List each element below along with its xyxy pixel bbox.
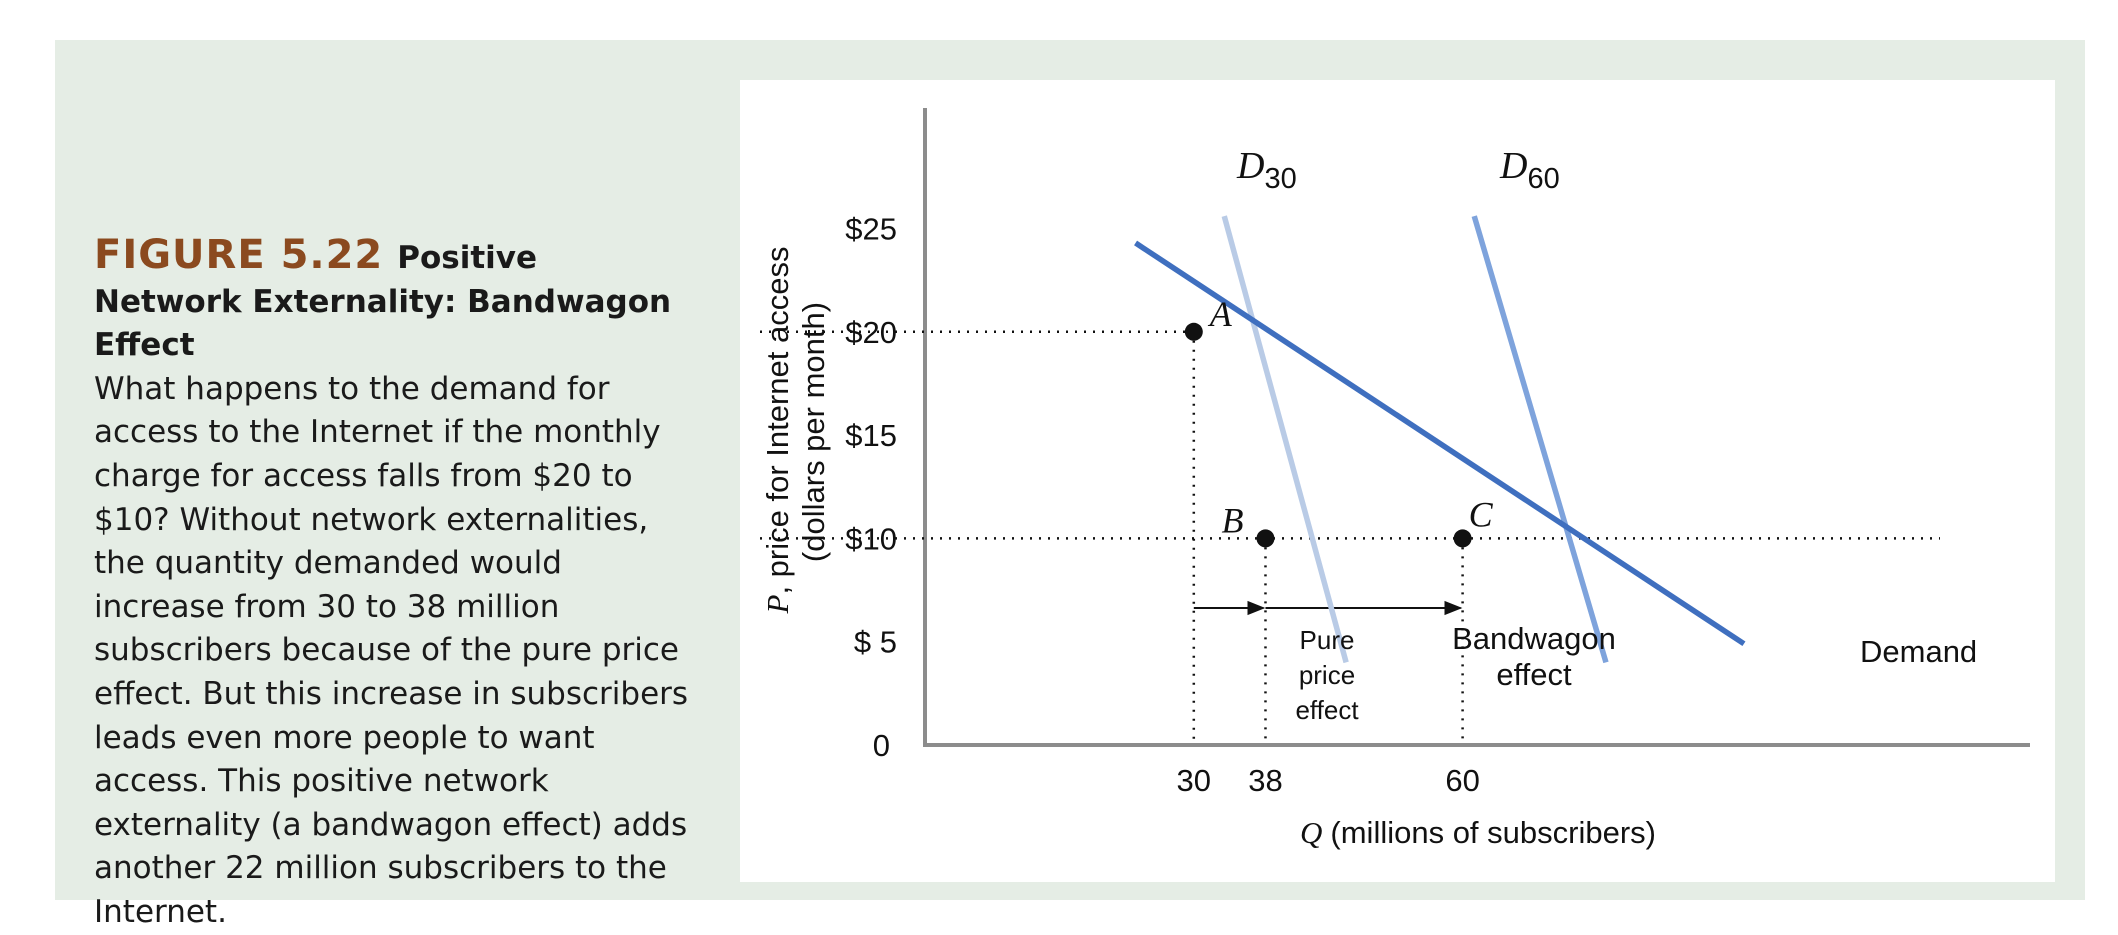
demand-label: Demand xyxy=(1860,634,1977,669)
x-axis-title-text: (millions of subscribers) xyxy=(1330,815,1656,850)
d30-label: D30 xyxy=(1236,145,1297,195)
curve-layer xyxy=(1134,215,1746,664)
y-axis-title-line1: , price for Internet access xyxy=(760,247,795,595)
y-tick-label: $20 xyxy=(845,315,897,350)
chart-area: P, price for Internet access (dollars pe… xyxy=(740,80,2055,882)
d60-label: D60 xyxy=(1499,145,1560,195)
x-tick-label: 30 xyxy=(1177,763,1211,798)
d30-curve xyxy=(1221,215,1349,664)
figure-body: What happens to the demand for access to… xyxy=(94,370,689,930)
bandwagon-effect-line1: Bandwagon xyxy=(1452,621,1616,656)
x-tick-label: 60 xyxy=(1445,763,1479,798)
point-c xyxy=(1453,529,1472,548)
x-axis-title: Q (millions of subscribers) xyxy=(1300,815,1656,850)
pure-price-effect-line3: effect xyxy=(1295,695,1359,725)
tick-layer: $25 $20 $15 $10 $ 5 0 30 38 60 xyxy=(845,212,1480,799)
point-label-b: B xyxy=(1221,500,1243,540)
y-tick-label: $25 xyxy=(845,212,897,247)
figure-number: FIGURE 5.22 xyxy=(94,232,384,278)
point-a xyxy=(1184,322,1203,341)
y-axis-title: P, price for Internet access xyxy=(760,247,795,615)
y-axis-symbol: P xyxy=(760,594,795,614)
guide-lines xyxy=(760,330,1940,745)
pure-price-effect-line1: Pure xyxy=(1300,625,1355,655)
point-label-a: A xyxy=(1208,294,1233,334)
y-tick-label: $ 5 xyxy=(854,625,897,660)
point-b xyxy=(1256,529,1275,548)
bandwagon-effect-line2: effect xyxy=(1496,657,1572,692)
demand-curve xyxy=(1134,240,1746,647)
pure-price-effect-line2: price xyxy=(1299,660,1355,690)
y-axis-subtitle: (dollars per month) xyxy=(796,302,831,562)
x-axis-symbol: Q xyxy=(1300,815,1322,850)
chart-svg: P, price for Internet access (dollars pe… xyxy=(760,108,2030,850)
point-layer: A B C xyxy=(1184,294,1494,548)
figure-caption: FIGURE 5.22 Positive Network Externality:… xyxy=(94,232,694,935)
y-tick-label: 0 xyxy=(873,728,890,763)
y-axis-title-line2: (dollars per month) xyxy=(796,302,831,562)
y-tick-label: $15 xyxy=(845,418,897,453)
y-tick-label: $10 xyxy=(845,521,897,556)
d60-curve xyxy=(1471,215,1609,664)
figure-title: Positive Network Externality: Bandwagon … xyxy=(94,240,672,364)
x-tick-label: 38 xyxy=(1248,763,1282,798)
point-label-c: C xyxy=(1469,494,1494,534)
